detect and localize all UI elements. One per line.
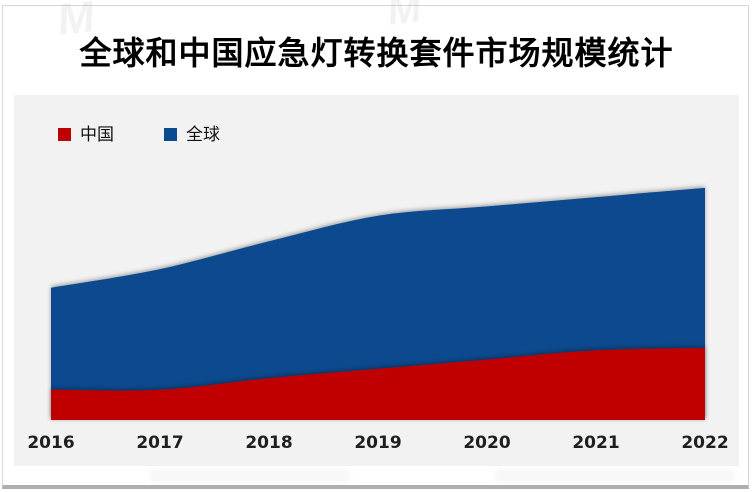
x-axis-label: 2022 bbox=[681, 433, 729, 453]
x-axis-label: 2020 bbox=[463, 433, 511, 453]
x-axis-label: 2021 bbox=[572, 433, 620, 453]
legend-swatch-global-icon bbox=[164, 128, 177, 141]
area-series-中国 bbox=[51, 348, 705, 420]
x-axis-label: 2017 bbox=[136, 433, 184, 453]
legend-swatch-china-icon bbox=[58, 128, 71, 141]
watermark-bottom-left bbox=[150, 469, 350, 483]
x-axis-label: 2016 bbox=[27, 433, 75, 453]
legend-label-global: 全球 bbox=[186, 125, 220, 144]
watermark-bottom-right bbox=[495, 469, 735, 483]
chart-legend: 中国 全球 bbox=[58, 126, 220, 143]
x-axis-label: 2019 bbox=[354, 433, 402, 453]
area-chart bbox=[51, 187, 705, 420]
x-axis-label: 2018 bbox=[245, 433, 293, 453]
chart-panel: 中国 全球 2016 2017 2018 2019 2020 2021 2022 bbox=[14, 95, 739, 466]
chart-title: 全球和中国应急灯转换套件市场规模统计 bbox=[79, 35, 674, 71]
legend-item-global: 全球 bbox=[164, 126, 220, 143]
legend-label-china: 中国 bbox=[80, 125, 114, 144]
legend-item-china: 中国 bbox=[58, 126, 114, 143]
